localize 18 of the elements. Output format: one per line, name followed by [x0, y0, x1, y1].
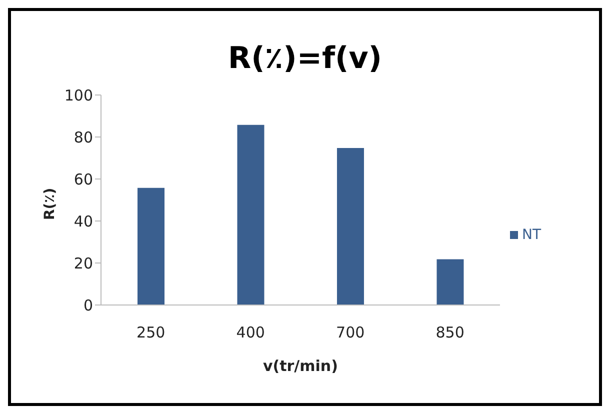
legend-label: NT — [522, 227, 541, 243]
x-axis-title: v(tr/min) — [262, 357, 338, 375]
y-tick-label: 100 — [64, 86, 93, 104]
chart-title: R(٪)=f(v) — [227, 41, 383, 78]
y-axis-title: R(٪) — [42, 188, 58, 220]
y-tick-label: 20 — [74, 254, 93, 272]
y-tick-label: 40 — [74, 212, 93, 230]
x-tick-label: 400 — [236, 324, 265, 342]
y-tick-label: 0 — [83, 296, 93, 314]
x-tick-label: 250 — [136, 324, 166, 342]
x-tick-label: 850 — [436, 324, 464, 342]
x-tick-label: 700 — [336, 324, 365, 342]
bar — [136, 186, 166, 305]
y-tick-label: 80 — [74, 128, 93, 146]
bar — [336, 147, 365, 305]
bar — [436, 258, 465, 305]
bar — [236, 124, 266, 305]
y-tick-label: 60 — [74, 170, 93, 188]
